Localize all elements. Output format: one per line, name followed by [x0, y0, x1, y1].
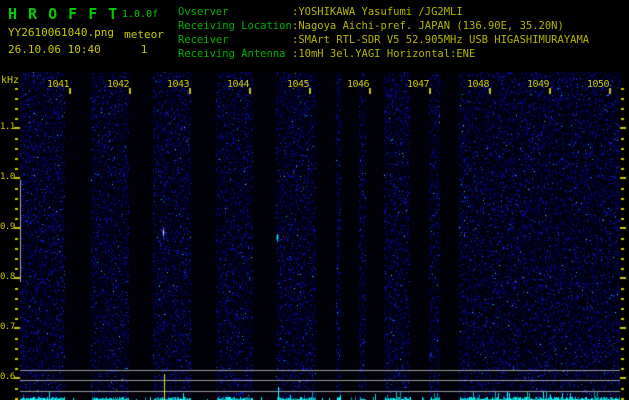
output-filename: YY2610061040.png	[8, 26, 114, 39]
echo-count: 1	[140, 43, 148, 56]
mode-label: meteor	[124, 28, 164, 41]
info-line: Receiver :SMArt RTL-SDR V5 52.905MHz USB …	[178, 34, 589, 46]
info-line: Receiving Location:Nagoya Aichi-pref. JA…	[178, 20, 564, 32]
info-line: Receiving Antenna :10mH 3el.YAGI Horizont…	[178, 48, 475, 60]
x-tick-label: 1044	[226, 79, 250, 90]
y-tick-label: 1.0	[0, 172, 15, 182]
version-label: 1.0.0f	[122, 9, 159, 20]
x-tick-label: 1050	[586, 79, 610, 90]
y-tick-label: 0.8	[0, 272, 15, 282]
info-value: :YOSHIKAWA Yasufumi /JG2MLI	[292, 6, 463, 18]
info-label: Receiving Location	[178, 20, 292, 32]
info-label: Ovserver	[178, 6, 229, 18]
y-tick-label: 0.9	[0, 222, 15, 232]
x-tick-label: 1046	[346, 79, 370, 90]
info-value: :Nagoya Aichi-pref. JAPAN (136.90E, 35.2…	[292, 20, 564, 32]
x-tick-label: 1045	[286, 79, 310, 90]
x-tick-label: 1042	[106, 79, 130, 90]
info-line: Ovserver :YOSHIKAWA Yasufumi /JG2MLI	[178, 6, 463, 18]
x-tick-label: 1043	[166, 79, 190, 90]
x-tick-label: 1048	[466, 79, 490, 90]
app-title: H R O F F T	[8, 5, 119, 23]
info-value: :SMArt RTL-SDR V5 52.905MHz USB HIGASHIM…	[292, 34, 590, 46]
info-label: Receiver	[178, 34, 229, 46]
info-label: Receiving Antenna	[178, 48, 286, 60]
datetime-label: 26.10.06 10:40	[8, 43, 101, 56]
info-value: :10mH 3el.YAGI Horizontal:ENE	[292, 48, 476, 60]
y-tick-label: 1.1	[0, 122, 15, 132]
x-tick-label: 1049	[526, 79, 550, 90]
y-tick-label: 0.7	[0, 322, 15, 332]
x-tick-label: 1041	[46, 79, 70, 90]
x-tick-label: 1047	[406, 79, 430, 90]
y-axis-unit-label: kHz	[1, 75, 20, 86]
y-tick-label: 0.6	[0, 372, 15, 382]
